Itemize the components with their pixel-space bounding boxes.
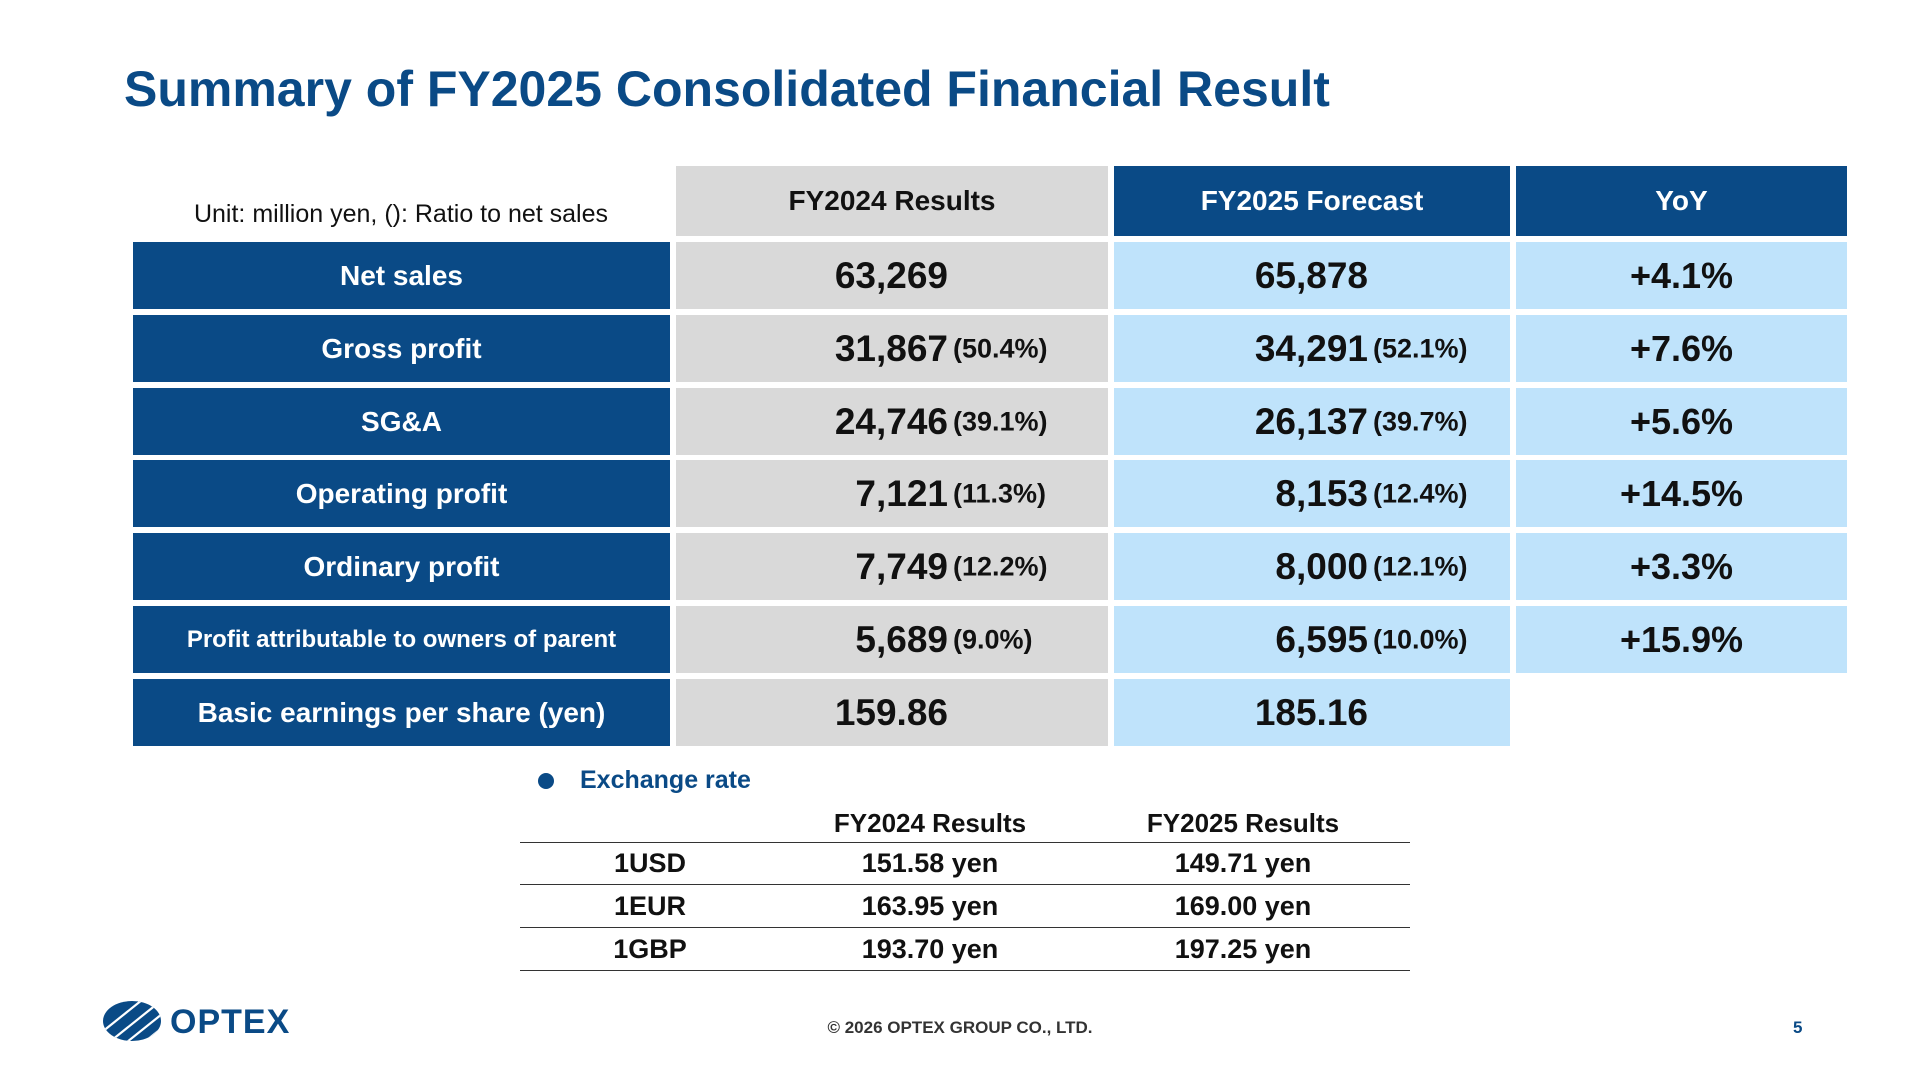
row-label-net-sales: Net sales [133,242,670,309]
row-label-operating-profit: Operating profit [133,460,670,527]
fy2024-ratio: (50.4%) [953,333,1048,363]
header-fy2025: FY2025 Forecast [1114,166,1510,236]
copyright-footer: © 2026 OPTEX GROUP CO., LTD. [827,1018,1093,1037]
bullet-icon [538,773,554,789]
fy2025-cell: 34,291 (52.1%) [1114,315,1510,382]
exchange-header-fy2025: FY2025 Results [1146,808,1340,838]
fy2025-ratio: (10.0%) [1373,624,1468,654]
divider [520,970,1410,971]
divider [520,842,1410,843]
page-title: Summary of FY2025 Consolidated Financial… [124,61,1330,117]
exchange-currency: 1GBP [613,934,687,964]
fy2024-ratio: (12.2%) [953,551,1048,581]
fy2025-cell: 26,137 (39.7%) [1114,388,1510,455]
exchange-currency: 1USD [613,848,687,878]
exchange-header-fy2024: FY2024 Results [833,808,1027,838]
fy2025-value: 65,878 [1254,254,1368,296]
fy2025-value: 34,291 [1254,327,1368,369]
fy2025-ratio: (39.7%) [1373,406,1468,436]
fy2024-ratio: (11.3%) [953,478,1047,508]
exchange-fy2025: 169.00 yen [1174,891,1312,921]
fy2024-ratio: (39.1%) [953,406,1048,436]
yoy-value: +7.6% [1516,315,1847,382]
fy2025-ratio: (12.4%) [1373,478,1468,508]
fy2025-cell: 8,000 (12.1%) [1114,533,1510,600]
row-label-ordinary-profit: Ordinary profit [133,533,670,600]
exchange-fy2025: 149.71 yen [1174,848,1312,878]
fy2024-value: 31,867 [834,327,948,369]
fy2025-cell: 185.16 [1114,679,1510,746]
header-yoy: YoY [1516,166,1847,236]
fy2024-value: 24,746 [834,400,948,442]
fy2024-cell: 5,689 (9.0%) [676,606,1108,673]
fy2024-cell: 63,269 [676,242,1108,309]
fy2024-cell: 31,867 (50.4%) [676,315,1108,382]
fy2024-cell: 24,746 (39.1%) [676,388,1108,455]
yoy-value: +5.6% [1516,388,1847,455]
fy2025-cell: 65,878 [1114,242,1510,309]
exchange-fy2025: 197.25 yen [1174,934,1312,964]
row-label-gross-profit: Gross profit [133,315,670,382]
fy2025-value: 26,137 [1254,400,1368,442]
fy2024-value: 5,689 [855,618,948,660]
row-label-sga: SG&A [133,388,670,455]
exchange-fy2024: 163.95 yen [861,891,999,921]
fy2024-cell: 7,749 (12.2%) [676,533,1108,600]
header-fy2024: FY2024 Results [676,166,1108,236]
fy2025-value: 185.16 [1254,691,1368,733]
yoy-value: +3.3% [1516,533,1847,600]
divider [520,884,1410,885]
yoy-value: +14.5% [1516,460,1847,527]
fy2024-ratio: (9.0%) [953,624,1033,654]
exchange-currency: 1EUR [613,891,687,921]
fy2025-value: 6,595 [1275,618,1368,660]
exchange-fy2024: 193.70 yen [861,934,999,964]
fy2024-value: 7,121 [855,472,948,514]
fy2024-value: 63,269 [834,254,948,296]
exchange-fy2024: 151.58 yen [861,848,999,878]
unit-note: Unit: million yen, (): Ratio to net sale… [193,200,609,228]
page-number: 5 [1793,1018,1803,1037]
fy2025-cell: 6,595 (10.0%) [1114,606,1510,673]
yoy-value: +15.9% [1516,606,1847,673]
svg-text:OPTEX: OPTEX [170,1003,290,1041]
row-label-eps: Basic earnings per share (yen) [133,679,670,746]
row-label-profit-attributable: Profit attributable to owners of parent [133,606,670,673]
fy2024-cell: 7,121 (11.3%) [676,460,1108,527]
fy2025-value: 8,000 [1275,545,1368,587]
yoy-value: +4.1% [1516,242,1847,309]
fy2025-cell: 8,153 (12.4%) [1114,460,1510,527]
fy2024-value: 159.86 [834,691,948,733]
fy2025-ratio: (12.1%) [1373,551,1468,581]
fy2024-value: 7,749 [855,545,948,587]
optex-logo: OPTEX [103,1001,290,1041]
fy2025-value: 8,153 [1275,472,1368,514]
exchange-rate-title: Exchange rate [580,766,751,794]
divider [520,927,1410,928]
fy2025-ratio: (52.1%) [1373,333,1468,363]
fy2024-cell: 159.86 [676,679,1108,746]
